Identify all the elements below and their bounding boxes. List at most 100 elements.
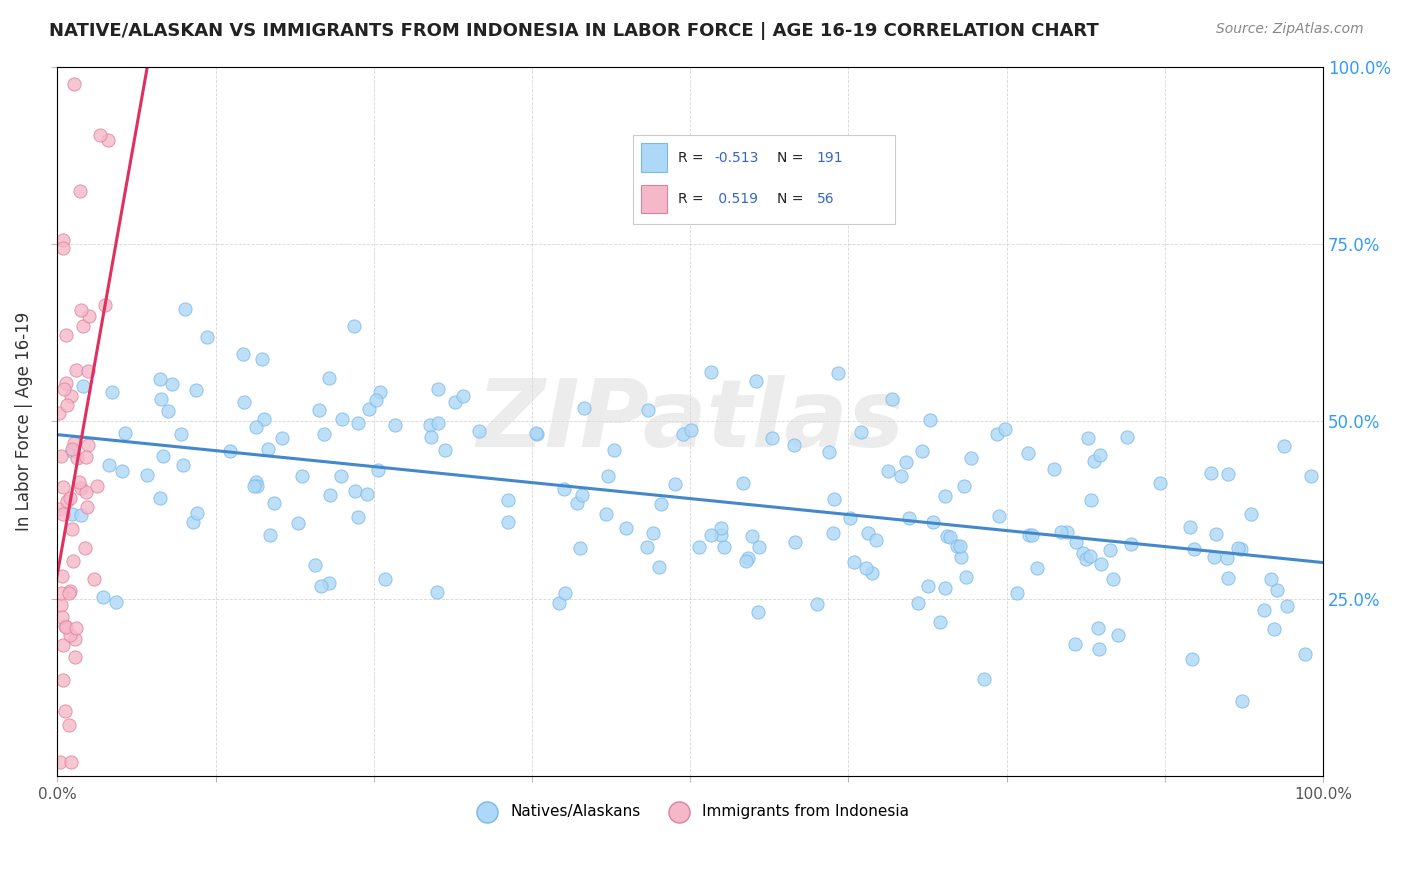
- Point: [1064, 535, 1087, 549]
- Point: [253, 411, 276, 425]
- Point: [52, 241, 75, 255]
- Point: [950, 549, 973, 564]
- Point: [291, 469, 314, 483]
- Point: [75, 450, 97, 464]
- Point: [69, 481, 91, 495]
- Point: [66, 451, 89, 466]
- Point: [374, 572, 396, 586]
- Point: [1205, 527, 1227, 541]
- Point: [59, 755, 82, 769]
- Point: [347, 510, 370, 524]
- Point: [55, 620, 77, 634]
- Point: [699, 365, 721, 379]
- Point: [149, 392, 172, 407]
- Point: [156, 404, 179, 418]
- Point: [918, 413, 941, 427]
- Point: [1216, 571, 1239, 585]
- Point: [986, 426, 1008, 441]
- Point: [368, 384, 391, 399]
- Point: [1294, 647, 1316, 661]
- Bar: [641, 185, 668, 213]
- Text: 191: 191: [817, 151, 844, 165]
- Point: [876, 464, 898, 478]
- Point: [713, 540, 735, 554]
- Text: 0.519: 0.519: [714, 192, 758, 206]
- Point: [890, 469, 912, 483]
- Point: [89, 128, 111, 143]
- Point: [860, 566, 883, 580]
- Text: N =: N =: [778, 151, 808, 165]
- Point: [595, 507, 617, 521]
- Point: [73, 541, 96, 555]
- Point: [936, 529, 959, 543]
- Point: [823, 491, 845, 506]
- Point: [245, 475, 267, 489]
- Point: [59, 584, 82, 599]
- Point: [56, 398, 79, 412]
- Point: [347, 416, 370, 430]
- Point: [70, 303, 93, 318]
- Point: [554, 586, 576, 600]
- Point: [1102, 572, 1125, 586]
- Point: [783, 535, 806, 549]
- Point: [56, 494, 79, 508]
- Point: [1299, 468, 1322, 483]
- Point: [553, 482, 575, 496]
- Point: [318, 575, 340, 590]
- Point: [51, 610, 73, 624]
- Point: [818, 445, 841, 459]
- Point: [257, 442, 280, 456]
- Point: [851, 425, 873, 439]
- Point: [426, 585, 449, 599]
- Point: [53, 704, 76, 718]
- Point: [91, 590, 114, 604]
- Point: [367, 463, 389, 477]
- Point: [1080, 492, 1102, 507]
- Point: [1007, 586, 1029, 600]
- Point: [100, 385, 122, 400]
- Point: [934, 581, 956, 595]
- Point: [821, 526, 844, 541]
- Point: [1180, 652, 1202, 666]
- Point: [444, 395, 467, 409]
- Point: [735, 554, 758, 568]
- Point: [76, 500, 98, 515]
- Point: [1204, 549, 1226, 564]
- Bar: [641, 144, 668, 172]
- Point: [939, 531, 962, 545]
- Point: [243, 479, 266, 493]
- Point: [62, 435, 84, 450]
- Point: [1199, 467, 1222, 481]
- Point: [55, 376, 77, 390]
- Point: [77, 438, 100, 452]
- Point: [1021, 528, 1043, 542]
- Point: [1226, 541, 1249, 556]
- Point: [1182, 542, 1205, 557]
- Point: [259, 528, 281, 542]
- Point: [567, 495, 589, 509]
- Point: [953, 479, 976, 493]
- Point: [1088, 448, 1111, 462]
- Point: [245, 420, 267, 434]
- Point: [1263, 622, 1285, 636]
- Point: [52, 507, 75, 521]
- Point: [58, 717, 80, 731]
- Point: [287, 516, 309, 531]
- Point: [994, 422, 1017, 436]
- Point: [384, 418, 406, 433]
- Point: [52, 233, 75, 247]
- Point: [839, 511, 862, 525]
- Point: [1090, 557, 1112, 571]
- Point: [233, 395, 256, 409]
- Point: [69, 184, 91, 198]
- Point: [136, 467, 159, 482]
- Point: [650, 497, 672, 511]
- Point: [330, 412, 353, 426]
- Point: [1216, 467, 1239, 481]
- Text: R =: R =: [678, 151, 707, 165]
- Point: [737, 550, 759, 565]
- Point: [1253, 602, 1275, 616]
- Point: [48, 406, 70, 420]
- Point: [973, 672, 995, 686]
- Point: [894, 455, 917, 469]
